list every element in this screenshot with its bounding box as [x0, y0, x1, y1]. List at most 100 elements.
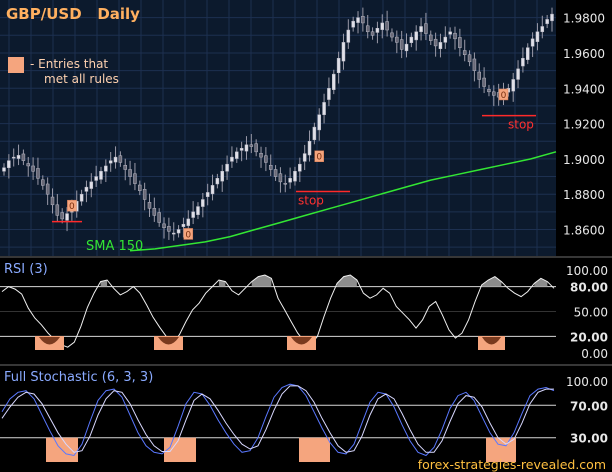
price-grid: [0, 0, 556, 256]
candle: [302, 153, 307, 162]
price-tick-label: 1.9600: [563, 47, 605, 61]
candle: [550, 13, 554, 22]
candle: [181, 223, 186, 227]
rsi-tick-label: 100.00: [566, 264, 608, 278]
candle: [79, 193, 84, 202]
stochastic-plot-area: [0, 366, 556, 472]
candle: [273, 169, 278, 177]
candle: [186, 218, 191, 226]
stochastic-title: Full Stochastic (6, 3, 3): [4, 370, 153, 385]
candle: [492, 91, 496, 96]
candle: [293, 171, 297, 182]
rsi-dip-fill: [291, 337, 312, 345]
candle: [142, 189, 147, 200]
candle: [361, 15, 365, 24]
price-tick-label: 1.9200: [563, 118, 605, 132]
candle: [259, 152, 263, 158]
candle: [317, 114, 321, 131]
candle: [196, 206, 200, 215]
candle: [123, 165, 127, 170]
candle: [205, 192, 210, 197]
rsi-axis-labels: 100.00 80.00 50.00 20.00 0.00: [566, 264, 608, 361]
candle: [487, 89, 491, 93]
candle: [55, 204, 60, 216]
candle: [152, 208, 157, 216]
candle: [414, 31, 418, 41]
candle: [31, 165, 35, 172]
candle: [482, 77, 486, 87]
stochastic-entry-zones: [46, 437, 516, 462]
candle: [375, 27, 380, 33]
candle: [113, 156, 118, 163]
candle: [50, 196, 55, 206]
rsi-entry-zones: [35, 336, 505, 350]
rsi-path: [1, 274, 555, 348]
stochastic-entry-zone: [486, 437, 516, 462]
candle: [264, 155, 268, 163]
rsi-tick-label: 50.00: [574, 306, 608, 320]
candle: [409, 36, 414, 43]
candle: [356, 17, 360, 23]
rsi-grid: [0, 286, 556, 337]
candle: [11, 156, 16, 159]
candle: [249, 144, 254, 147]
candle: [380, 22, 385, 30]
entry-marker: [314, 150, 324, 162]
candle: [365, 25, 370, 33]
entry-marker-label: 0: [316, 153, 322, 163]
candle: [458, 37, 462, 48]
entry-marker: [498, 88, 509, 101]
candle: [298, 163, 302, 172]
stop-label: stop: [508, 118, 534, 132]
candle: [327, 88, 331, 100]
candle: [385, 21, 389, 31]
candle: [322, 102, 326, 116]
candle: [235, 151, 239, 159]
candle: [268, 165, 273, 170]
stochastic-tick-label: 30.00: [570, 432, 608, 446]
candle: [545, 19, 549, 24]
candle: [176, 229, 181, 234]
candle: [201, 199, 205, 207]
watermark: forex-strategies-revealed.com: [418, 457, 606, 472]
stochastic-lines: [1, 383, 555, 457]
candle: [433, 38, 438, 47]
stochastic-grid: [0, 404, 556, 439]
stochastic-d-line: [1, 385, 554, 453]
candle: [472, 58, 477, 71]
price-tick-label: 1.9800: [563, 12, 605, 26]
rsi-dip-fill: [158, 337, 179, 345]
candle: [419, 26, 423, 33]
rsi-dip-fill: [482, 337, 501, 345]
candle: [462, 50, 467, 55]
candle: [171, 232, 176, 235]
stop-label: stop: [298, 194, 324, 208]
candle: [307, 140, 312, 156]
candle: [448, 31, 452, 35]
sma-150-path: [129, 151, 557, 252]
candle: [244, 144, 249, 152]
candle: [477, 71, 482, 80]
candle: [370, 31, 375, 36]
candle: [138, 184, 142, 191]
candle: [395, 36, 399, 43]
candle: [521, 58, 525, 67]
rsi-tick-label: 80.00: [570, 281, 608, 295]
candle: [530, 38, 535, 47]
entry-marker-label: 0: [69, 202, 75, 212]
candle: [254, 143, 258, 153]
stochastic-tick-label: 70.00: [570, 399, 608, 413]
candle: [118, 155, 123, 163]
candle: [215, 178, 220, 185]
candle: [535, 31, 540, 42]
candle: [210, 185, 215, 195]
rsi-tick-label: 20.00: [570, 330, 608, 344]
entry-markers: 0 0 0 0: [67, 88, 509, 240]
candle: [108, 160, 113, 164]
stochastic-entry-zone: [164, 437, 196, 462]
rsi-overbought-area: [337, 275, 357, 287]
rsi-tick-label: 0.00: [581, 347, 608, 361]
candle: [516, 68, 520, 80]
